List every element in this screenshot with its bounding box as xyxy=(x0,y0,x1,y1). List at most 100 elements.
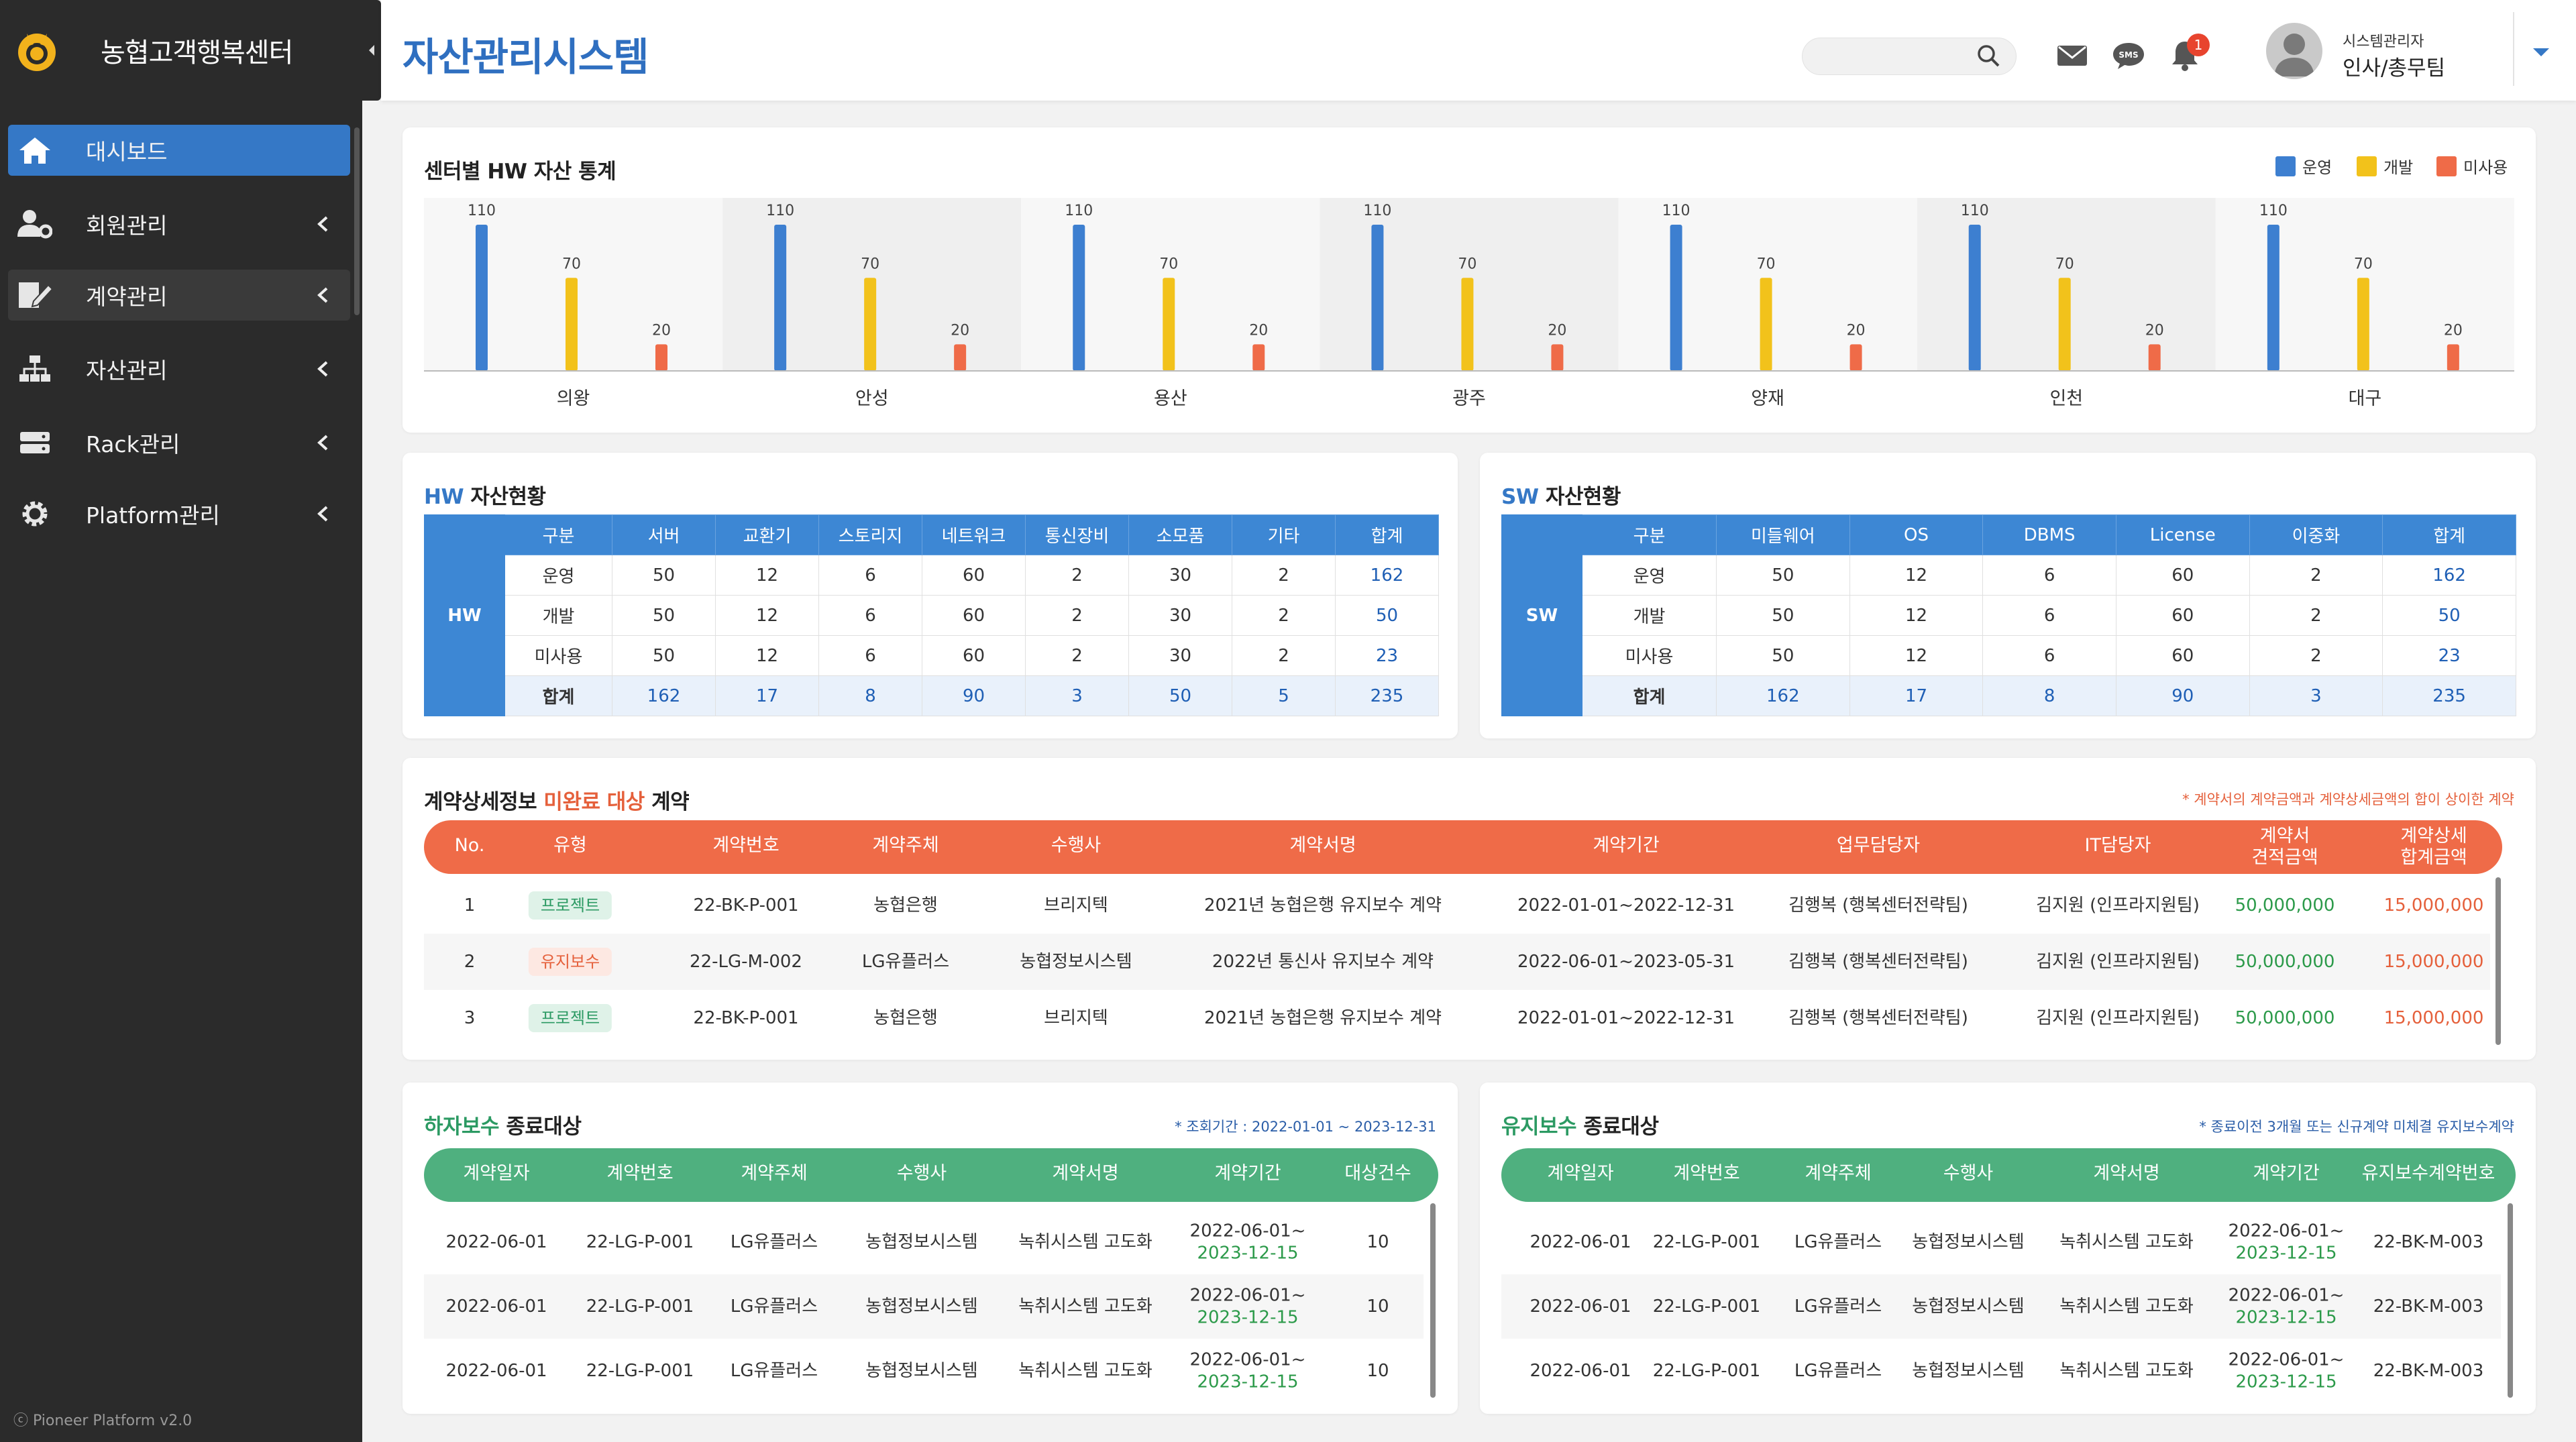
search-input[interactable] xyxy=(1802,38,2017,75)
bar-의왕-미사용[interactable] xyxy=(655,344,667,371)
table-row: 운영 50 12 6 60 2 30 2 162 xyxy=(425,555,1439,596)
column-header: 통신장비 xyxy=(1025,514,1129,555)
warranty-table-header: 계약일자 계약번호 계약주체 수행사 계약서명 계약기간 대상건수 xyxy=(424,1148,1438,1202)
type-tag: 프로젝트 xyxy=(528,891,612,920)
bar-대구-미사용[interactable] xyxy=(2447,344,2459,371)
chevron-left-icon xyxy=(317,216,328,232)
avatar[interactable] xyxy=(2266,23,2322,79)
table-row[interactable]: 1 프로젝트 22-BK-P-001 농협은행 브리지텍 2021년 농협은행 유지보수 … xyxy=(424,877,2490,934)
column-header: No. xyxy=(454,835,485,856)
table-cell: 녹취시스템 고도화 xyxy=(2059,1296,2194,1317)
table-cell: 2021년 농협은행 유지보수 계약 xyxy=(1203,895,1442,916)
sms-icon[interactable]: SMS xyxy=(2110,38,2147,74)
table-row[interactable]: 3 프로젝트 22-BK-P-001 농협은행 브리지텍 2021년 농협은행 유지보수 … xyxy=(424,990,2490,1046)
bar-안성-미사용[interactable] xyxy=(954,344,967,371)
search-icon[interactable] xyxy=(1974,42,2004,71)
mail-icon[interactable] xyxy=(2054,38,2090,74)
bar-광주-미사용[interactable] xyxy=(1551,344,1564,371)
table-cell: 50 xyxy=(1128,675,1232,716)
maintenance-note: * 종료이전 3개월 또는 신규계약 미체결 유지보수계약 xyxy=(2199,1119,2514,1135)
bar-인천-개발[interactable] xyxy=(2058,278,2071,371)
table-cell: 22-LG-P-001 xyxy=(586,1296,694,1317)
bar-대구-운영[interactable] xyxy=(2267,225,2279,371)
bar-안성-개발[interactable] xyxy=(864,278,877,371)
table-row[interactable]: 2022-06-01 22-LG-P-001 LG유플러스 농협정보시스템 녹취시스템 … xyxy=(424,1274,1424,1339)
bar-광주-운영[interactable] xyxy=(1371,225,1384,371)
sidebar-item-platform[interactable]: Platform관리 xyxy=(8,488,350,539)
bar-광주-개발[interactable] xyxy=(1461,278,1474,371)
table-cell: 합계 xyxy=(1582,675,1717,716)
sidebar: 농협고객행복센터 대시보드 회원관리 계약관리 자산관리 Rack관리 xyxy=(0,0,362,1442)
x-tick-label: 인천 xyxy=(2049,388,2083,409)
table-row[interactable]: 2022-06-01 22-LG-P-001 LG유플러스 농협정보시스템 녹취시스템 … xyxy=(424,1210,1424,1274)
table-cell: 2 xyxy=(1025,595,1129,636)
sidebar-item-assets[interactable]: 자산관리 xyxy=(8,343,350,394)
bar-인천-운영[interactable] xyxy=(1968,225,1981,371)
caret-down-icon[interactable] xyxy=(2528,39,2555,66)
legend-label: 미사용 xyxy=(2463,158,2508,177)
table-cell: LG유플러스 xyxy=(730,1360,818,1381)
sidebar-item-contracts[interactable]: 계약관리 xyxy=(8,270,350,321)
contracts-scrollbar[interactable] xyxy=(2496,877,2501,1045)
bar-양재-운영[interactable] xyxy=(1670,225,1682,371)
contracts-title-b: 미완료 대상 xyxy=(543,790,645,814)
table-cell: 6 xyxy=(818,635,922,676)
table-row[interactable]: 2022-06-01 22-LG-P-001 LG유플러스 농협정보시스템 녹취시스템 … xyxy=(424,1339,1424,1403)
bar-대구-개발[interactable] xyxy=(2357,278,2369,371)
table-cell: LG유플러스 xyxy=(1794,1231,1882,1252)
column-header: 계약서 견적금액 xyxy=(2251,826,2318,869)
table-cell: 2022년 통신사 유지보수 계약 xyxy=(1212,951,1434,972)
bar-양재-개발[interactable] xyxy=(1760,278,1772,371)
bar-value-label: 20 xyxy=(1249,322,1268,339)
table-row[interactable]: 2022-06-01 22-LG-P-001 LG유플러스 농협정보시스템 녹취시스템 … xyxy=(1501,1274,2501,1339)
column-header: 서버 xyxy=(612,514,716,555)
period-start: 2022-06-01~ xyxy=(2228,1221,2345,1241)
table-cell: 미사용 xyxy=(1582,635,1717,676)
warranty-scrollbar[interactable] xyxy=(1430,1203,1436,1398)
table-cell: 8 xyxy=(818,675,922,716)
bar-의왕-개발[interactable] xyxy=(566,278,578,371)
maintenance-panel: 유지보수 종료대상 * 종료이전 3개월 또는 신규계약 미체결 유지보수계약 … xyxy=(1480,1083,2536,1414)
column-header: 대상건수 xyxy=(1344,1163,1411,1184)
legend-swatch xyxy=(2357,156,2377,176)
column-header: 유형 xyxy=(553,835,587,856)
column-header: DBMS xyxy=(1982,514,2116,555)
table-cell: 운영 xyxy=(504,555,612,596)
sidebar-collapse-button[interactable] xyxy=(362,0,381,101)
table-cell: 50,000,000 xyxy=(2235,951,2335,972)
bar-인천-미사용[interactable] xyxy=(2148,344,2161,371)
table-cell: 22-BK-M-003 xyxy=(2373,1360,2484,1381)
bar-안성-운영[interactable] xyxy=(774,225,787,371)
maintenance-title-a: 유지보수 xyxy=(1501,1115,1577,1139)
legend-label: 운영 xyxy=(2302,158,2332,177)
table-cell: 3 xyxy=(464,1007,476,1028)
sidebar-item-dashboard[interactable]: 대시보드 xyxy=(8,125,350,176)
table-row[interactable]: 2022-06-01 22-LG-P-001 LG유플러스 농협정보시스템 녹취시스템 … xyxy=(1501,1210,2501,1274)
bar-용산-운영[interactable] xyxy=(1073,225,1085,371)
table-cell: 2 xyxy=(1025,555,1129,596)
table-cell: 김행복 (행복센터전략팀) xyxy=(1788,895,1968,916)
table-cell: 김지원 (인프라지원팀) xyxy=(2036,895,2200,916)
sidebar-item-members[interactable]: 회원관리 xyxy=(8,199,350,249)
brand[interactable]: 농협고객행복센터 xyxy=(0,0,362,101)
bar-용산-개발[interactable] xyxy=(1163,278,1175,371)
sidebar-scrollbar[interactable] xyxy=(354,127,360,315)
table-cell: 162 xyxy=(2382,555,2516,596)
hw-chart-panel: 센터별 HW 자산 통계 운영 개발 미사용 110 70 20 의왕 110 70 20 안… xyxy=(402,127,2536,433)
user-silhouette-icon xyxy=(2274,34,2314,76)
table-cell: LG유플러스 xyxy=(730,1231,818,1252)
sidebar-item-rack[interactable]: Rack관리 xyxy=(8,417,350,468)
bar-양재-미사용[interactable] xyxy=(1849,344,1862,371)
bar-의왕-운영[interactable] xyxy=(476,225,488,371)
table-row[interactable]: 2022-06-01 22-LG-P-001 LG유플러스 농협정보시스템 녹취시스템 … xyxy=(1501,1339,2501,1403)
bar-용산-미사용[interactable] xyxy=(1252,344,1265,371)
maintenance-scrollbar[interactable] xyxy=(2508,1203,2513,1398)
table-cell: 162 xyxy=(1716,675,1850,716)
footer-copyright: ⓒ Pioneer Platform v2.0 xyxy=(13,1412,193,1429)
hw-title-prefix: HW xyxy=(424,485,464,509)
table-row[interactable]: 2 유지보수 22-LG-M-002 LG유플러스 농협정보시스템 2022년 통신사 유… xyxy=(424,934,2490,990)
table-cell: 60 xyxy=(2115,635,2250,676)
period-cell: 2022-06-01~ 2023-12-15 xyxy=(2229,1285,2345,1329)
type-tag: 프로젝트 xyxy=(528,1004,612,1032)
period-cell: 2022-06-01~ 2023-12-15 xyxy=(1190,1285,1306,1329)
